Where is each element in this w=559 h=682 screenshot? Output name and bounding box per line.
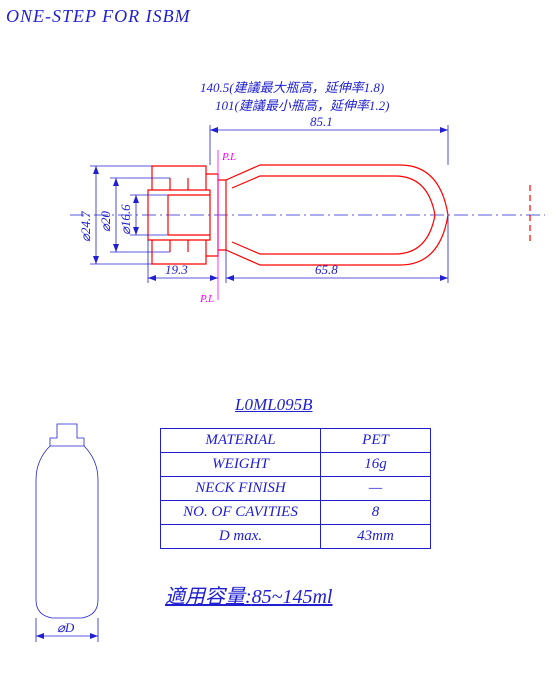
svg-text:65.8: 65.8: [315, 262, 338, 277]
spec-label: MATERIAL: [161, 429, 321, 453]
capacity-label: 適用容量:: [165, 586, 252, 608]
preform-drawing: P.L P.L 140.5(建議最大瓶高，延伸率1.8) 101(建議最小瓶高，…: [0, 70, 559, 350]
spec-label: NO. OF CAVITIES: [161, 501, 321, 525]
spec-label: NECK FINISH: [161, 477, 321, 501]
spec-value: —: [321, 477, 431, 501]
dim-overall-length: 85.1: [210, 114, 448, 165]
capacity-value: 85~145ml: [252, 586, 333, 608]
table-row: D max. 43mm: [161, 525, 431, 549]
spec-value: 8: [321, 501, 431, 525]
dim-top2: 101(建議最小瓶高，延伸率1.2): [215, 98, 389, 113]
spec-label: D max.: [161, 525, 321, 549]
table-row: NO. OF CAVITIES 8: [161, 501, 431, 525]
page-title: ONE-STEP FOR ISBM: [6, 6, 191, 27]
table-row: WEIGHT 16g: [161, 453, 431, 477]
spec-value: 16g: [321, 453, 431, 477]
spec-label: WEIGHT: [161, 453, 321, 477]
table-row: MATERIAL PET: [161, 429, 431, 453]
capacity-line: 適用容量:85~145ml: [165, 580, 333, 609]
part-code: L0ML095B: [235, 395, 312, 415]
dim-top1: 140.5(建議最大瓶高，延伸率1.8): [200, 80, 384, 95]
svg-text:19.3: 19.3: [165, 262, 188, 277]
svg-text:⌀20: ⌀20: [98, 211, 113, 232]
svg-text:⌀24.7: ⌀24.7: [78, 211, 93, 242]
dim-diameters: ⌀24.7 ⌀20 ⌀16.6: [78, 166, 170, 264]
spec-value: PET: [321, 429, 431, 453]
svg-text:85.1: 85.1: [310, 114, 333, 129]
svg-text:⌀D: ⌀D: [57, 620, 75, 635]
bottle-drawing: ⌀D: [12, 420, 122, 670]
dim-neck-length: 19.3: [148, 240, 218, 283]
spec-value: 43mm: [321, 525, 431, 549]
svg-text:⌀16.6: ⌀16.6: [118, 204, 133, 235]
spec-table: MATERIAL PET WEIGHT 16g NECK FINISH — NO…: [160, 428, 431, 549]
dim-bottle-dia: ⌀D: [36, 618, 98, 642]
table-row: NECK FINISH —: [161, 477, 431, 501]
bottle-outline: [36, 424, 98, 618]
pl-label-top: P.L: [221, 151, 236, 163]
pl-label-bottom: P.L: [199, 293, 214, 305]
